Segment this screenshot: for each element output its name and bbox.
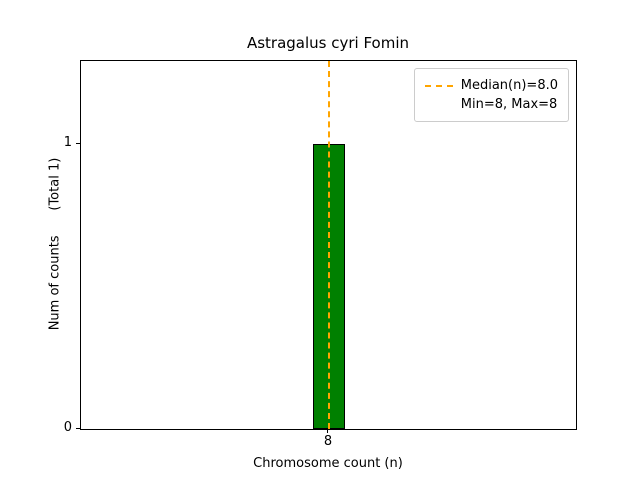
y-tick-mark — [76, 428, 80, 429]
x-tick-label: 8 — [323, 434, 333, 449]
y-tick-mark — [76, 142, 80, 144]
legend: Median(n)=8.0 Min=8, Max=8 — [413, 68, 569, 122]
legend-label-minmax: Min=8, Max=8 — [460, 97, 558, 112]
chart-title: Astragalus cyri Fomin — [246, 34, 410, 52]
x-axis-label: Chromosome count (n) — [253, 456, 403, 471]
y-axis-label: Num of counts (Total 1) — [47, 157, 63, 331]
plot-area: Median(n)=8.0 Min=8, Max=8 — [80, 60, 577, 430]
y-tick-label-0: 0 — [63, 420, 72, 435]
median-line-legend-sample-icon — [424, 84, 453, 87]
legend-row-median: Median(n)=8.0 — [424, 76, 558, 95]
y-tick-label-1: 1 — [63, 134, 72, 150]
legend-label-median: Median(n)=8.0 — [460, 78, 558, 93]
median-line — [327, 61, 330, 429]
x-tick-mark — [327, 429, 328, 433]
legend-row-minmax: Min=8, Max=8 — [461, 95, 558, 114]
